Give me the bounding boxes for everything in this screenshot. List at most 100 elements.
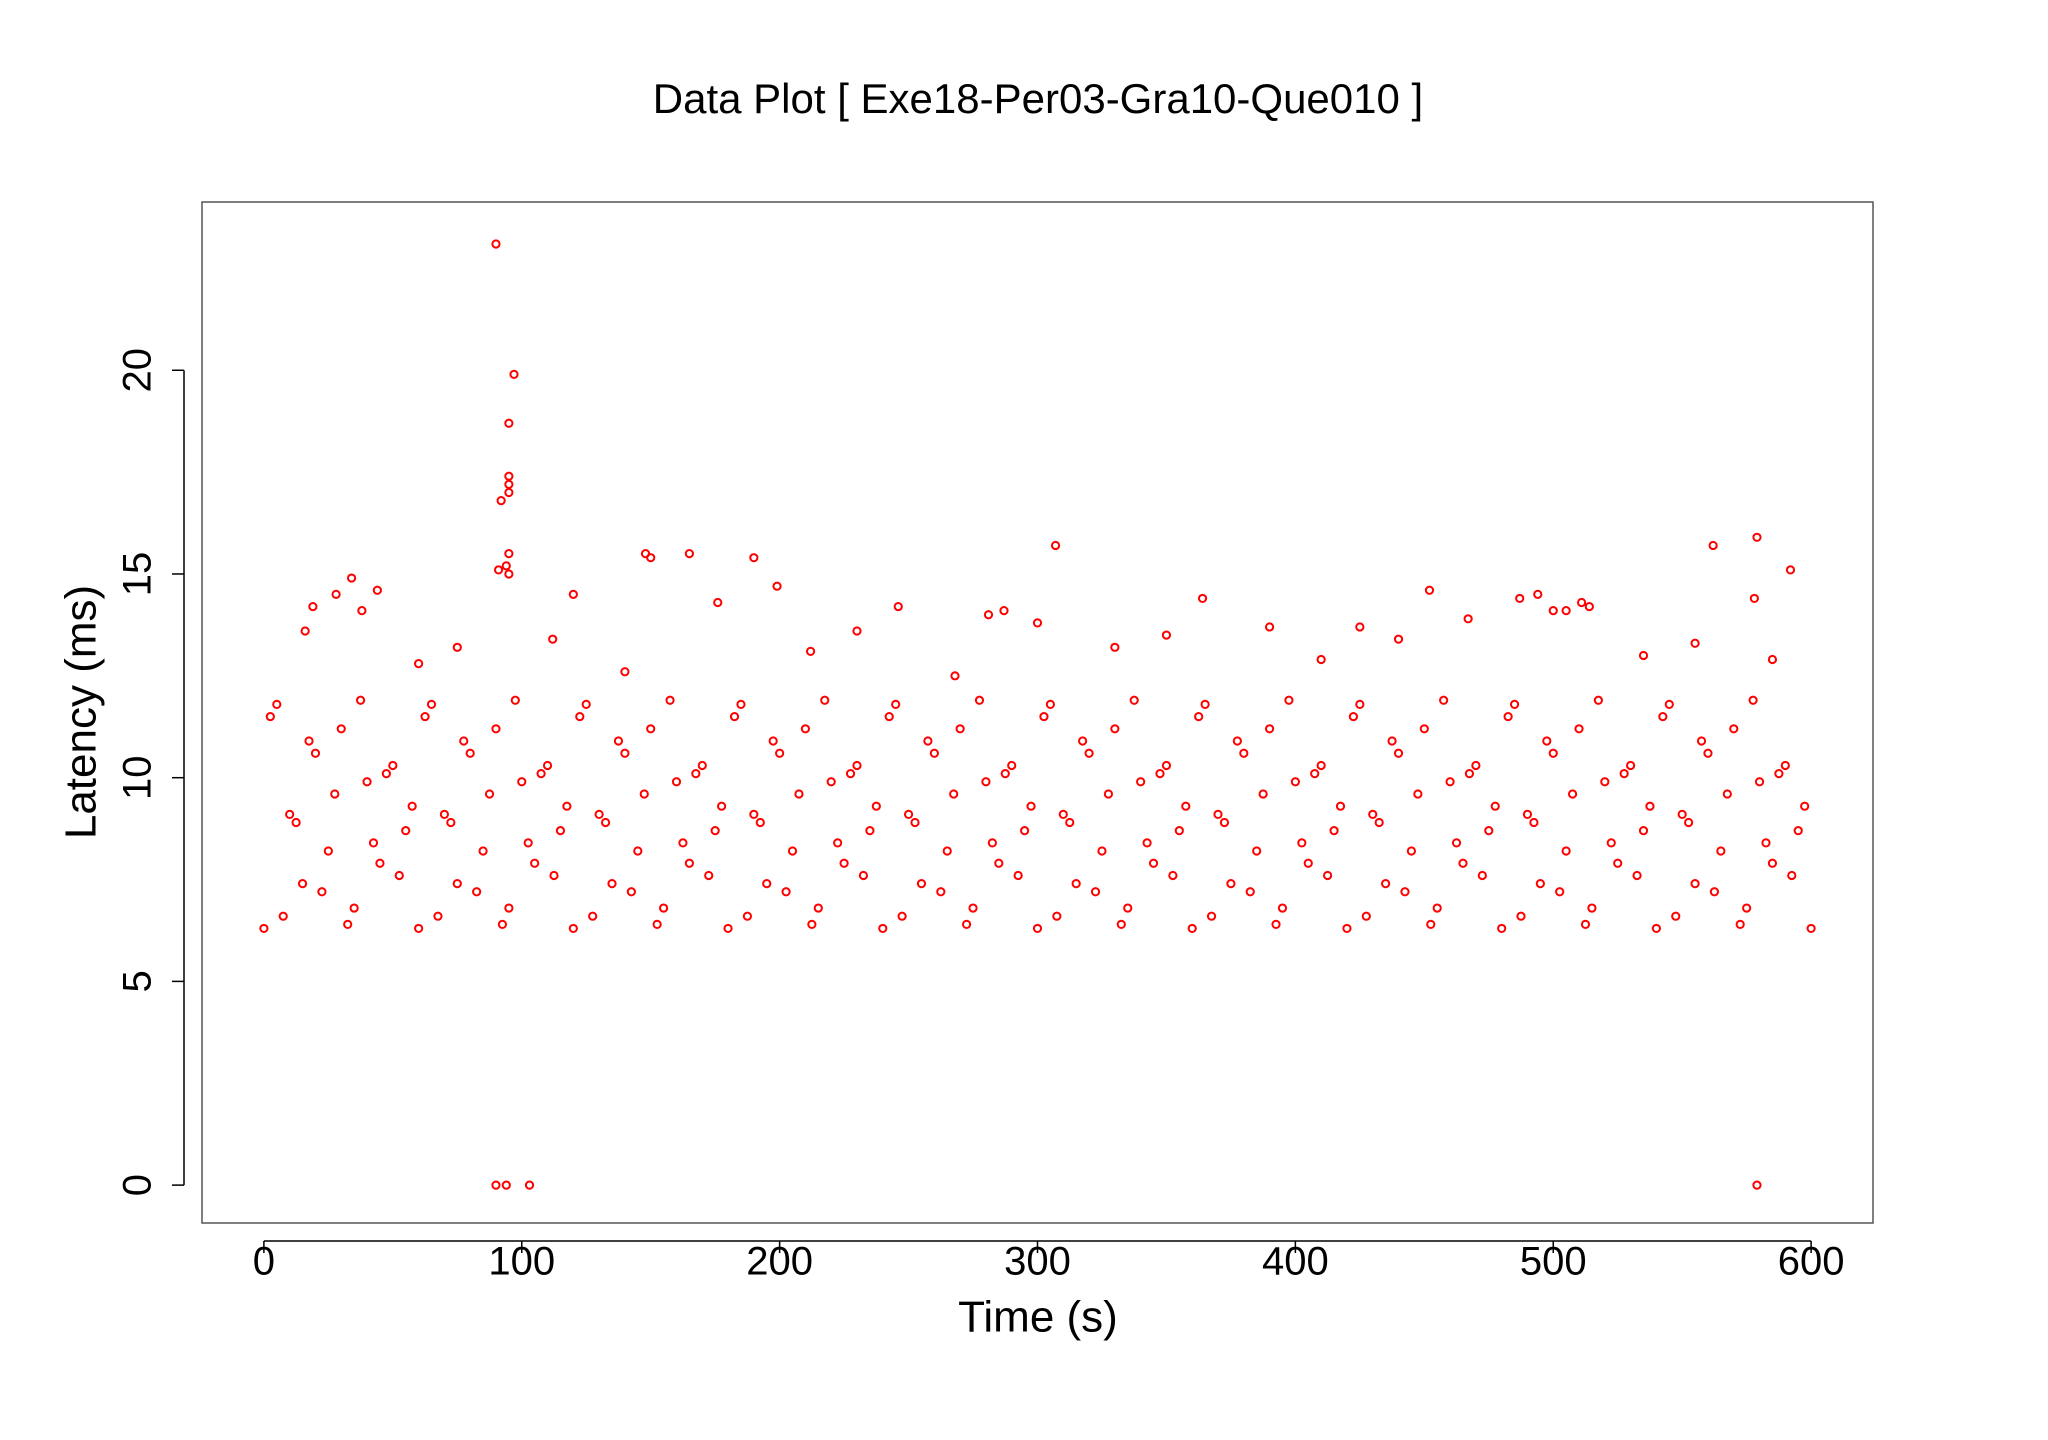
point [1632,870,1642,881]
point [620,667,630,677]
point [1497,923,1507,934]
point [1419,724,1429,734]
point [1787,870,1797,881]
point [265,711,275,722]
point [833,838,843,848]
point [891,699,901,709]
point [355,695,366,705]
point [1413,789,1423,799]
point [491,239,501,249]
point [1323,870,1333,881]
point [1052,911,1062,921]
point [893,601,903,612]
point [497,919,508,929]
point [308,601,318,612]
point [807,919,817,929]
point [510,695,520,705]
point [1065,817,1075,828]
point [884,711,894,722]
point [426,699,437,709]
point [749,809,759,819]
point [1335,801,1346,811]
point [1748,695,1758,705]
point [310,748,321,758]
point [1515,593,1525,604]
y-axis-label: Latency (ms) [57,585,106,839]
point [1213,809,1223,819]
point [1206,911,1217,921]
point [936,887,946,897]
point [484,789,495,799]
point [414,923,424,934]
point [1071,879,1081,889]
point [1651,923,1661,934]
chart-title: Data Plot [ Exe18-Per03-Gra10-Que010 ] [653,75,1423,122]
point [1503,711,1513,722]
point [1690,638,1700,648]
point [1406,846,1417,856]
point [1548,748,1558,758]
point [999,606,1009,616]
point [496,496,506,506]
point [794,789,804,799]
point [839,858,849,868]
point [897,911,907,921]
point [646,553,656,563]
point [1767,858,1778,868]
point [1387,736,1397,746]
point [1561,846,1571,856]
point [346,573,357,583]
point [845,769,856,779]
point [523,838,533,848]
point [1708,540,1718,551]
point [1426,919,1436,929]
point [504,903,514,913]
point [542,760,553,771]
point [1729,724,1739,734]
point [626,887,636,897]
point [452,879,462,889]
point [717,801,727,811]
point [961,919,972,929]
point [1355,699,1365,709]
point [1197,593,1208,604]
point [658,903,669,913]
point [1638,826,1649,836]
point [1342,923,1352,934]
point [1752,532,1762,542]
point [1007,760,1017,771]
point [1381,879,1391,889]
point [1664,699,1674,709]
point [568,589,578,599]
point [1516,911,1526,921]
point [1593,695,1603,705]
point [362,777,372,787]
point [858,870,869,881]
point [504,418,514,428]
point [420,711,430,722]
point [1174,826,1184,836]
point [504,569,514,579]
point [1155,769,1165,779]
point [1619,769,1629,779]
point [1310,769,1320,779]
y-tick-label: 10 [116,755,160,800]
point [1026,801,1036,811]
y-tick-label: 5 [116,970,160,992]
point [1020,826,1030,836]
point [1445,777,1455,787]
point [903,809,914,819]
point [1754,777,1765,787]
point [1555,887,1565,897]
point [1129,695,1139,705]
point [349,903,359,913]
point [665,695,675,705]
point [1767,654,1778,665]
point [1219,817,1230,828]
point [1424,585,1435,595]
point [1785,565,1796,575]
point [1761,838,1771,848]
point [472,887,482,897]
point [491,1180,501,1190]
